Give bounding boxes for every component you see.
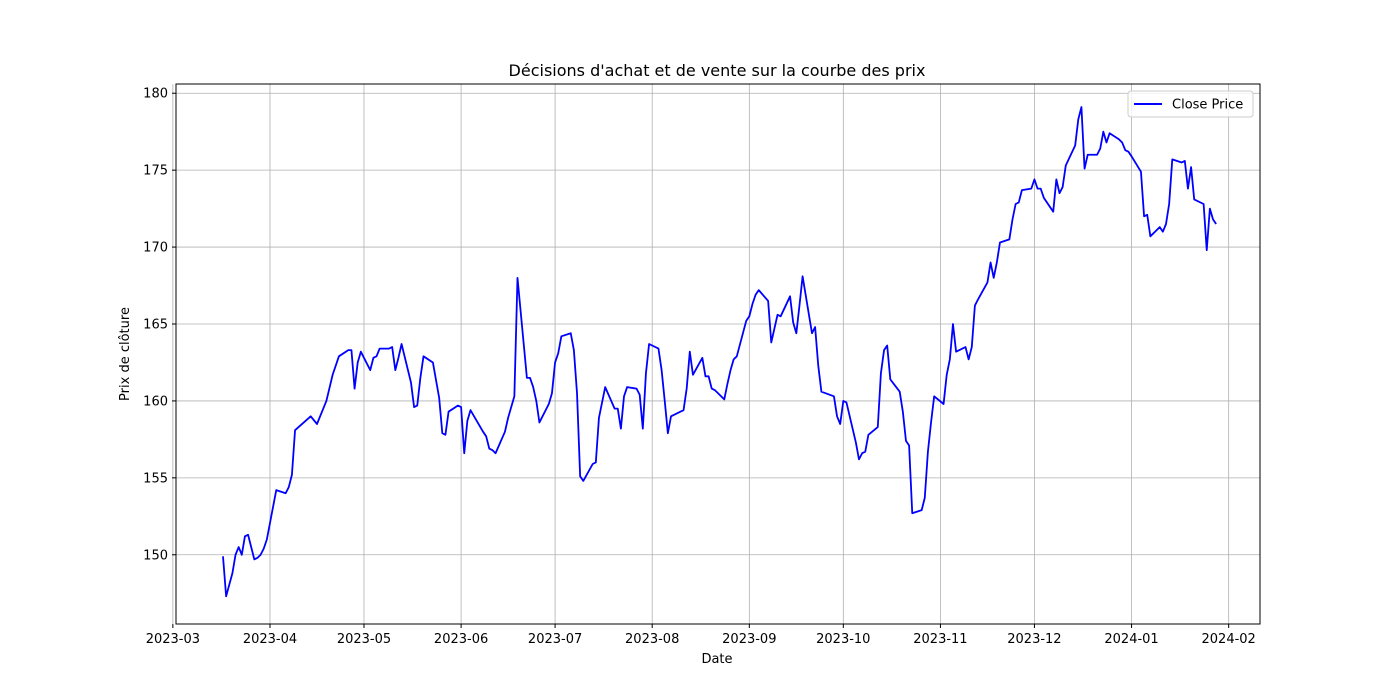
x-tick-label: 2024-02 [1202,632,1256,647]
x-tick-label: 2023-05 [337,632,391,647]
x-tick-label: 2023-07 [528,632,582,647]
plot-frame [175,83,1261,625]
grid-lines [172,84,1260,624]
chart-title: Décisions d'achat et de vente sur la cou… [509,61,926,80]
legend: Close Price [1127,90,1254,118]
x-tick-label: 2023-04 [243,632,297,647]
y-tick-label: 150 [143,548,168,563]
x-tick-label: 2023-11 [913,632,967,647]
x-tick-label: 2023-08 [625,632,679,647]
x-tick-label: 2023-10 [816,632,870,647]
y-axis-title: Prix de clôture [118,307,133,401]
legend-label-close-price: Close Price [1172,98,1243,113]
y-axis: 150 155 160 165 170 175 180 [143,87,176,563]
y-tick-label: 180 [143,87,168,102]
legend-box [1127,90,1254,118]
y-tick-label: 155 [143,471,168,486]
x-tick-label: 2023-03 [146,632,200,647]
y-tick-label: 165 [143,318,168,333]
x-axis: 2023-03 2023-04 2023-05 2023-06 2023-07 2023-… [146,624,1256,647]
x-axis-title: Date [701,652,732,667]
x-tick-label: 2024-01 [1104,632,1158,647]
series-line-close-price [222,106,1217,598]
series-layer [222,106,1217,598]
y-tick-label: 175 [143,164,168,179]
x-tick-label: 2023-12 [1007,632,1061,647]
y-tick-label: 160 [143,394,168,409]
y-tick-label: 170 [143,241,168,256]
x-tick-label: 2023-09 [722,632,776,647]
x-tick-label: 2023-06 [434,632,488,647]
